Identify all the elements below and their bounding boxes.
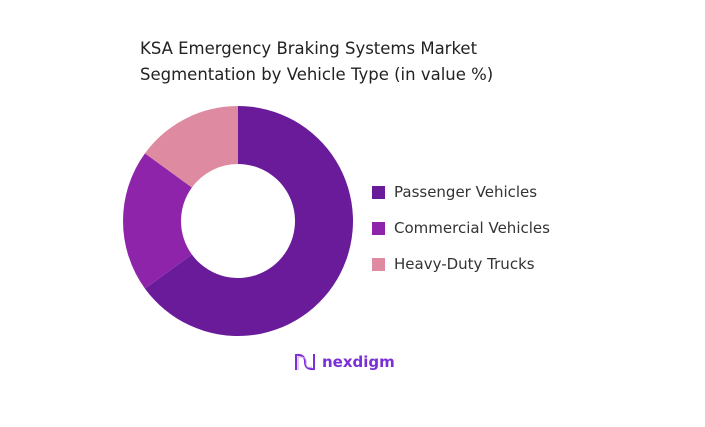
legend-swatch <box>372 221 385 235</box>
legend-label: Commercial Vehicles <box>394 219 550 237</box>
legend-swatch <box>372 257 385 271</box>
title-line-2: Segmentation by Vehicle Type (in value %… <box>140 65 494 84</box>
legend-item: Commercial Vehicles <box>372 210 550 246</box>
legend-label: Passenger Vehicles <box>394 183 538 201</box>
chart-title: KSA Emergency Braking Systems Market Seg… <box>140 36 493 88</box>
legend-item: Passenger Vehicles <box>372 174 550 210</box>
legend: Passenger Vehicles Commercial Vehicles H… <box>372 174 550 282</box>
brand-name: nexdigm <box>322 353 395 371</box>
title-line-1: KSA Emergency Braking Systems Market <box>140 39 478 58</box>
donut-slice-heavy-duty-trucks <box>144 106 238 188</box>
donut-slice-commercial-vehicles <box>122 153 192 289</box>
legend-swatch <box>372 185 385 199</box>
legend-label: Heavy-Duty Trucks <box>394 255 535 273</box>
brand-logo: nexdigm <box>294 352 395 372</box>
donut-slice-passenger-vehicles <box>144 106 353 337</box>
nexdigm-logo-icon <box>295 353 315 371</box>
legend-item: Heavy-Duty Trucks <box>372 246 550 282</box>
